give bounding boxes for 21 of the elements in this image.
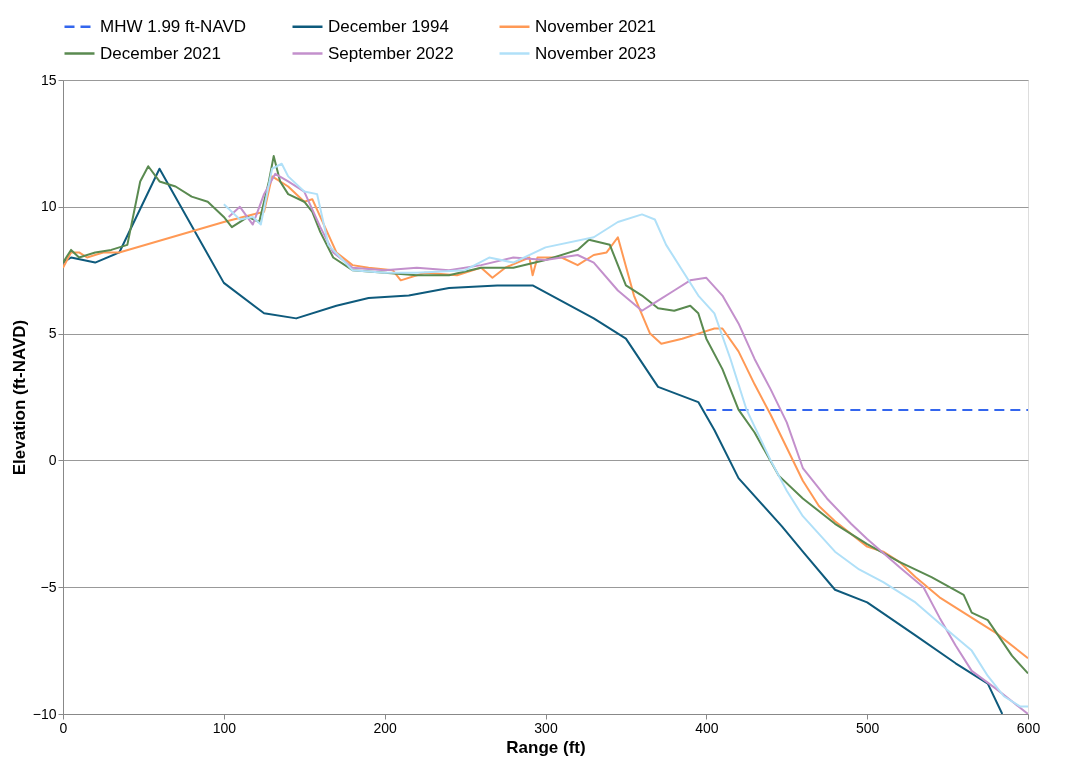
x-tick-label: 400	[695, 719, 719, 736]
legend-label: November 2023	[535, 43, 656, 63]
y-tick-label: 15	[40, 71, 57, 88]
legend-label: December 2021	[100, 43, 221, 63]
x-tick-label: 600	[1016, 719, 1041, 736]
y-tick-label: 10	[40, 198, 57, 215]
x-tick-label: 100	[212, 719, 237, 736]
x-tick-label: 0	[59, 719, 68, 736]
y-axis-title: Elevation (ft-NAVD)	[9, 319, 29, 476]
legend-label: September 2022	[328, 43, 454, 63]
y-tick-label: −10	[32, 705, 57, 722]
legend-label: December 1994	[328, 16, 449, 36]
legend-label: November 2021	[535, 16, 656, 36]
y-tick-label: 5	[48, 325, 57, 342]
x-tick-label: 200	[373, 719, 398, 736]
x-tick-label: 300	[534, 719, 558, 736]
x-axis-title: Range (ft)	[506, 737, 586, 757]
y-tick-label: −5	[40, 578, 57, 595]
y-tick-label: 0	[48, 451, 57, 468]
legend-label: MHW 1.99 ft-NAVD	[100, 16, 247, 36]
x-tick-label: 500	[855, 719, 880, 736]
